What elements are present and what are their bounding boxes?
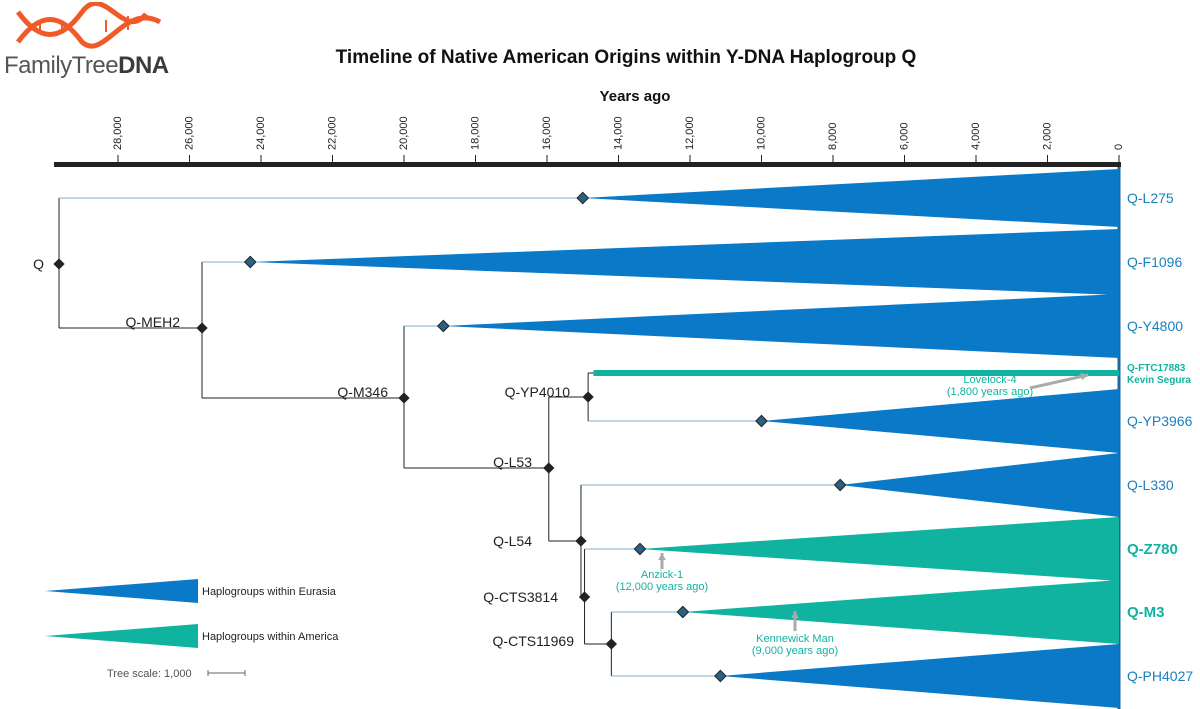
haplogroup-node-marker bbox=[243, 255, 257, 269]
axis-line bbox=[54, 162, 1121, 167]
haplogroup-wedge bbox=[582, 169, 1119, 227]
dna-helix-icon bbox=[15, 2, 162, 49]
axis-tick-label: 10,000 bbox=[755, 116, 767, 150]
annotation-arrowhead bbox=[658, 553, 666, 561]
haplogroup-node-marker bbox=[633, 542, 647, 556]
haplogroup-label: Q-M3 bbox=[1127, 604, 1165, 621]
axis-tick-label: 24,000 bbox=[255, 116, 267, 150]
axis-tick-label: 22,000 bbox=[326, 116, 338, 150]
annotation-label: Kennewick Man bbox=[756, 633, 834, 645]
tree-node-marker bbox=[575, 535, 587, 547]
haplogroup-label: Q-PH4027 bbox=[1127, 668, 1193, 684]
tree-node-label: Q-CTS11969 bbox=[493, 633, 575, 649]
lineage-bar bbox=[593, 370, 1119, 376]
haplogroup-label: Q-Z780 bbox=[1127, 541, 1178, 558]
x-axis-label: Years ago bbox=[599, 88, 671, 105]
haplogroup-label: Q-F1096 bbox=[1127, 254, 1182, 270]
tree-node-label: Q-L53 bbox=[493, 454, 532, 470]
axis-tick-label: 0 bbox=[1113, 144, 1125, 150]
tree-node-marker bbox=[196, 322, 208, 334]
haplogroup-node-marker bbox=[755, 414, 768, 428]
tree-node-label: Q-YP4010 bbox=[505, 384, 571, 400]
axis-tick-label: 4,000 bbox=[970, 122, 982, 150]
haplogroup-wedge bbox=[720, 644, 1119, 708]
axis-tick-label: 26,000 bbox=[183, 116, 195, 150]
annotation-arrow bbox=[1029, 373, 1089, 390]
haplogroup-node-marker bbox=[833, 478, 847, 492]
haplogroup-label: Q-Y4800 bbox=[1127, 318, 1183, 334]
annotation-detail: (9,000 years ago) bbox=[752, 645, 838, 657]
haplogroup-node-marker bbox=[676, 605, 690, 619]
tree-node-marker bbox=[582, 391, 594, 403]
annotation-label: Lovelock-4 bbox=[963, 374, 1016, 386]
tree-node-marker bbox=[578, 591, 591, 603]
annotation-arrowhead bbox=[791, 611, 799, 619]
haplogroup-wedge bbox=[682, 580, 1119, 644]
haplogroup-node-marker bbox=[576, 191, 590, 205]
axis-tick-label: 14,000 bbox=[612, 116, 624, 150]
haplogroup-label: Q-YP3966 bbox=[1127, 413, 1193, 429]
axis-tick-label: 8,000 bbox=[827, 122, 839, 150]
tree-node-marker bbox=[53, 258, 65, 270]
legend-swatch bbox=[45, 624, 198, 648]
legend-label: Haplogroups within Eurasia bbox=[202, 586, 337, 598]
axis-tick-label: 18,000 bbox=[469, 116, 481, 150]
tree-node-marker bbox=[605, 638, 618, 650]
lineage-sublabel: Kevin Segura bbox=[1127, 375, 1191, 386]
logo-text: FamilyTreeDNA bbox=[4, 52, 169, 79]
tree-node-marker bbox=[398, 392, 410, 404]
axis-tick-label: 6,000 bbox=[898, 122, 910, 150]
tree-node-label: Q bbox=[33, 256, 44, 272]
tree-node-label: Q-M346 bbox=[337, 384, 388, 400]
axis-tick-label: 16,000 bbox=[541, 116, 553, 150]
haplogroup-label: Q-L275 bbox=[1127, 190, 1174, 206]
tree-node-label: Q-CTS3814 bbox=[483, 589, 558, 605]
axis-tick-label: 20,000 bbox=[398, 116, 410, 150]
haplogroup-wedge bbox=[443, 294, 1119, 358]
haplogroup-label: Q-L330 bbox=[1127, 477, 1174, 493]
haplogroup-wedge bbox=[761, 389, 1119, 453]
haplogroup-node-marker bbox=[436, 319, 450, 333]
legend-label: Haplogroups within America bbox=[202, 631, 339, 643]
legend-swatch bbox=[45, 579, 198, 603]
annotation-detail: (12,000 years ago) bbox=[616, 581, 708, 593]
lineage-label: Q-FTC17883 bbox=[1127, 363, 1186, 374]
haplogroup-node-marker bbox=[714, 669, 727, 683]
haplogroup-wedge bbox=[840, 453, 1119, 517]
tree-node-label: Q-L54 bbox=[493, 533, 532, 549]
haplogroup-wedge bbox=[639, 517, 1119, 581]
chart-title: Timeline of Native American Origins with… bbox=[335, 47, 917, 68]
tree-node-marker bbox=[543, 462, 555, 474]
annotation-detail: (1,800 years ago) bbox=[947, 386, 1033, 398]
axis-tick-label: 28,000 bbox=[112, 116, 124, 150]
tree-scale-label: Tree scale: 1,000 bbox=[107, 668, 192, 680]
tree-node-label: Q-MEH2 bbox=[126, 314, 181, 330]
axis-tick-label: 2,000 bbox=[1041, 122, 1053, 150]
axis-tick-label: 12,000 bbox=[684, 116, 696, 150]
annotation-arrowhead bbox=[1080, 372, 1088, 381]
haplogroup-wedge bbox=[250, 229, 1119, 295]
annotation-label: Anzick-1 bbox=[641, 569, 683, 581]
